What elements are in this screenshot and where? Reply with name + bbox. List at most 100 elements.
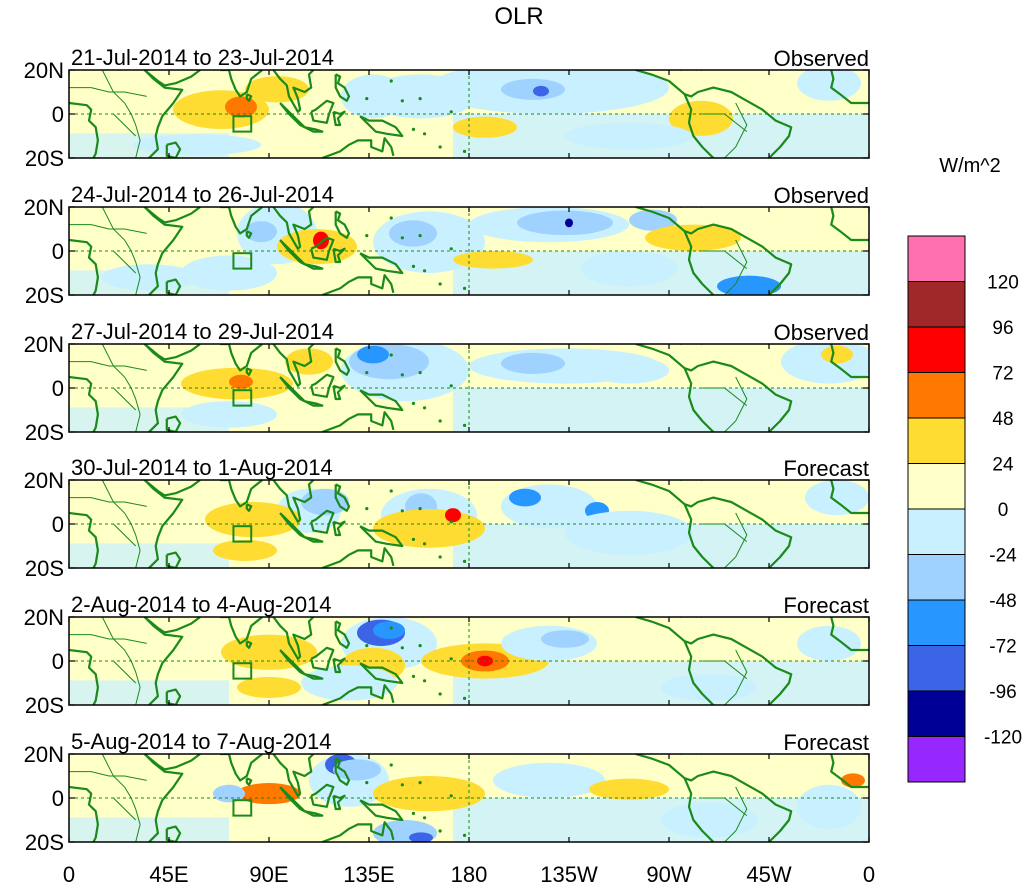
- coastline: [830, 617, 869, 652]
- lat-label: 0: [52, 376, 64, 401]
- coastline: [683, 777, 715, 842]
- lat-label: 20S: [25, 693, 64, 718]
- coastline: [334, 347, 351, 376]
- coastline: [310, 783, 335, 808]
- lon-label-135e: 135E: [343, 862, 394, 887]
- map-panel: 20N 0 20S 5-Aug-2014 to 7-Aug-2014 Forecast: [24, 729, 870, 855]
- anomaly-band: [69, 680, 229, 705]
- lon-label-90w: 90W: [646, 862, 691, 887]
- anomaly-blob: [645, 224, 741, 251]
- island: [449, 110, 453, 114]
- anomaly-band: [69, 817, 229, 842]
- reference-box: [232, 389, 253, 407]
- island: [365, 644, 369, 648]
- anomaly-blob: [533, 85, 549, 97]
- coastline: [635, 480, 793, 568]
- coastline: [830, 207, 869, 242]
- island: [438, 692, 442, 696]
- coastline: [143, 754, 201, 771]
- panel-kind: Forecast: [783, 593, 869, 618]
- lat-label: 20N: [24, 332, 64, 357]
- lat-label: 20N: [24, 742, 64, 767]
- island: [400, 646, 404, 650]
- anomaly-blob: [341, 74, 405, 119]
- lat-label: 20S: [25, 420, 64, 445]
- legend-swatch: [907, 463, 966, 510]
- anomaly-blob: [797, 625, 861, 662]
- coastline: [143, 617, 201, 634]
- island: [411, 674, 416, 679]
- legend-tick-label: 48: [992, 409, 1013, 430]
- legend-tick-label: 120: [987, 273, 1019, 294]
- anomaly-blob: [493, 762, 605, 799]
- coastline: [245, 93, 253, 102]
- panel-date-range: 21-Jul-2014 to 23-Jul-2014: [71, 45, 334, 70]
- coastline: [143, 207, 201, 224]
- coastline: [321, 684, 395, 705]
- coastline: [683, 503, 715, 568]
- anomaly-blob: [409, 832, 433, 842]
- lon-label-180: 180: [451, 862, 488, 887]
- coastline: [69, 375, 99, 432]
- coastline: [359, 252, 404, 275]
- coastline: [143, 344, 201, 361]
- coastline: [165, 415, 182, 432]
- coastline: [165, 551, 182, 568]
- coastline: [310, 646, 335, 671]
- anomaly-blob: [453, 116, 517, 138]
- coastline: [143, 480, 201, 497]
- anomaly-blob: [821, 345, 853, 364]
- coastline: [683, 230, 715, 295]
- island: [449, 384, 453, 388]
- reference-box: [232, 115, 253, 133]
- island: [422, 269, 427, 273]
- island: [365, 781, 369, 785]
- island: [411, 537, 416, 542]
- island: [411, 264, 416, 268]
- legend-swatch: [907, 281, 966, 328]
- lat-label: 20N: [24, 605, 64, 630]
- legend-tick-label: -120: [984, 728, 1022, 749]
- color-legend: 120 96 72 48 24 0 -24 -48 -72 -96 -120: [907, 235, 1022, 783]
- island: [438, 145, 442, 149]
- reference-box: [232, 252, 253, 270]
- island: [422, 816, 427, 820]
- anomaly-blob: [237, 676, 301, 698]
- map-panel: 20N 0 20S 24-Jul-2014 to 26-Jul-2014 Observe…: [24, 182, 870, 308]
- legend-tick-label: 72: [992, 364, 1013, 385]
- panel-date-range: 27-Jul-2014 to 29-Jul-2014: [71, 319, 334, 344]
- coastline: [334, 757, 351, 786]
- panel-kind: Forecast: [783, 730, 869, 755]
- anomaly-blob: [509, 488, 541, 507]
- legend-swatch: [907, 690, 966, 737]
- coastline: [683, 93, 715, 158]
- country-border: [69, 361, 147, 371]
- units-label: W/m^2: [939, 155, 1001, 177]
- coastline: [220, 754, 263, 782]
- anomaly-blob: [181, 401, 277, 428]
- legend-swatch: [907, 599, 966, 646]
- island: [389, 489, 393, 493]
- country-border: [69, 224, 147, 234]
- coastline: [310, 509, 335, 534]
- country-border: [69, 771, 147, 781]
- island: [411, 401, 416, 405]
- legend-tick-label: -96: [989, 682, 1016, 703]
- coastline: [165, 141, 182, 158]
- coastline: [359, 389, 404, 412]
- island: [411, 811, 416, 816]
- island: [365, 371, 369, 375]
- legend-swatch: [907, 372, 966, 419]
- island: [449, 794, 453, 798]
- panel-date-range: 2-Aug-2014 to 4-Aug-2014: [71, 592, 332, 617]
- panel-date-range: 24-Jul-2014 to 26-Jul-2014: [71, 182, 334, 207]
- country-border: [113, 660, 137, 684]
- anomaly-blob: [245, 76, 309, 103]
- anomaly-blob: [245, 221, 277, 243]
- anomaly-blob: [389, 220, 437, 247]
- lon-label-135w: 135W: [540, 862, 598, 887]
- island: [462, 286, 467, 290]
- anomaly-blob: [629, 209, 677, 231]
- legend-swatch: [907, 326, 966, 373]
- lon-label-0-end: 0: [863, 862, 875, 887]
